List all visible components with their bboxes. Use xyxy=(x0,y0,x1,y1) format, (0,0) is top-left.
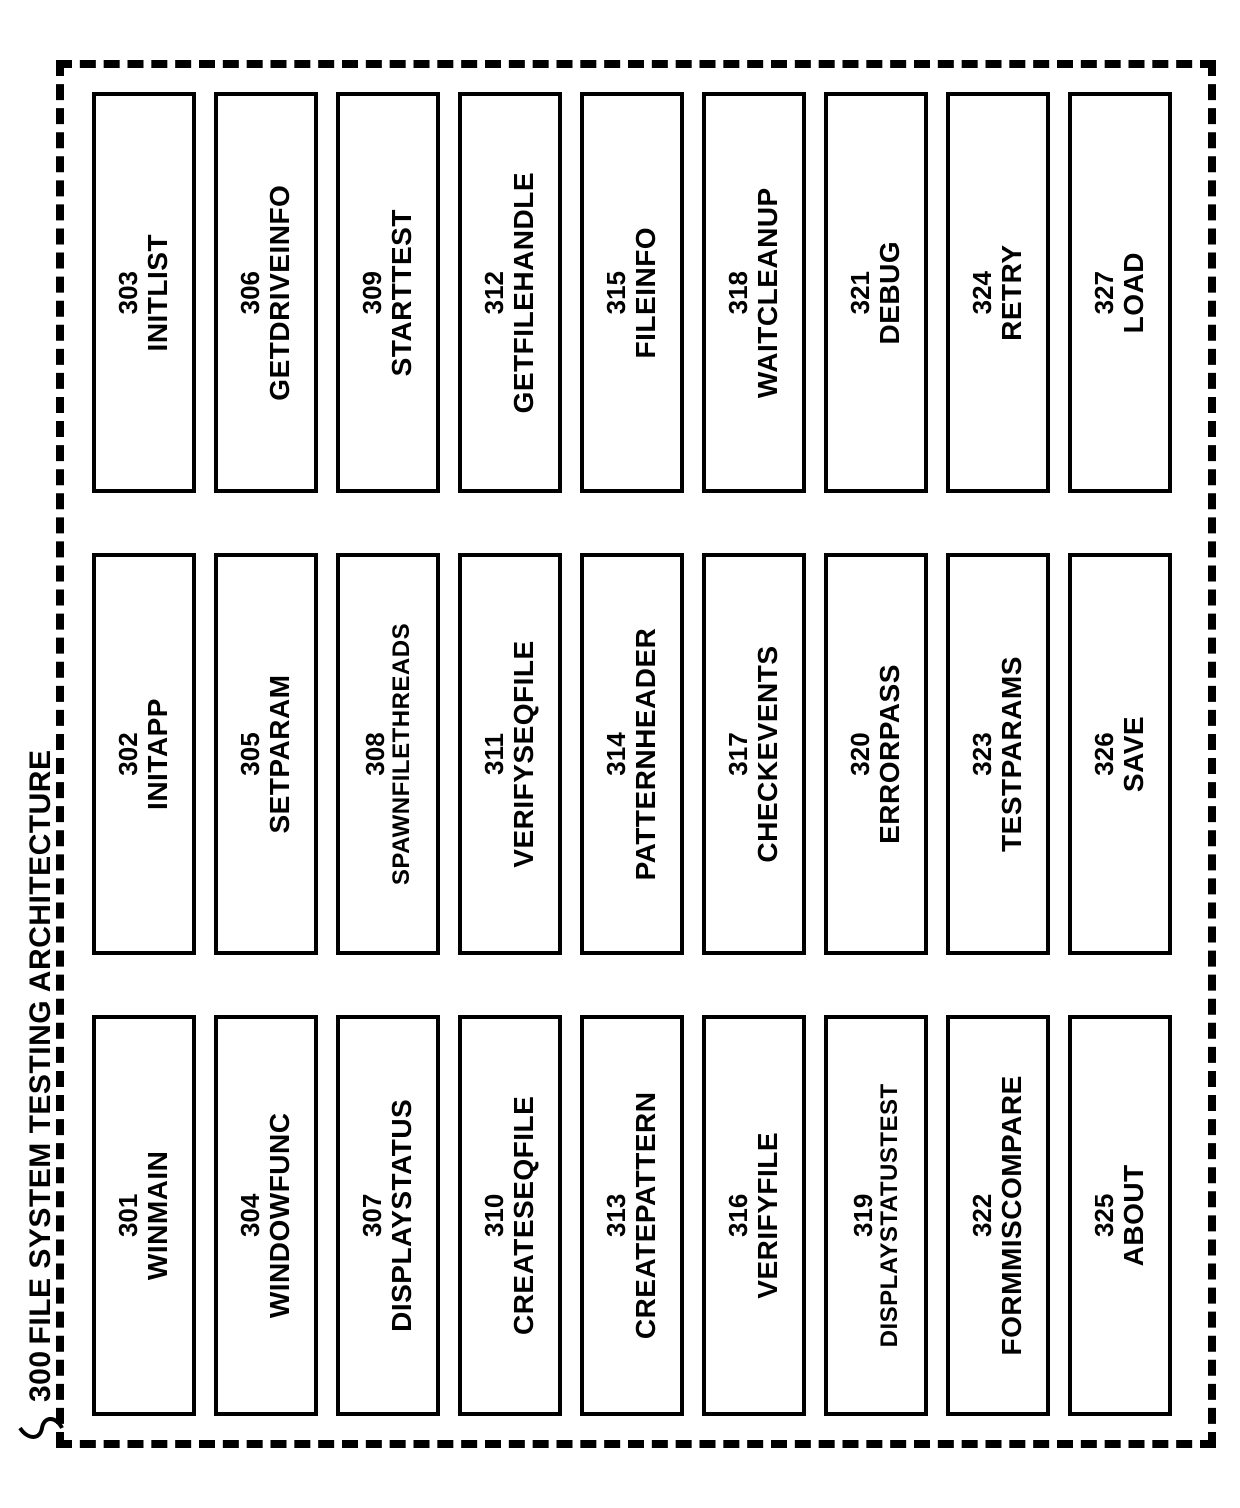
module-number: 313 xyxy=(602,1194,631,1237)
module-box: 313CREATEPATTERN xyxy=(580,1015,684,1416)
module-box: 326SAVE xyxy=(1068,553,1172,954)
module-label: STARTTEST xyxy=(387,209,418,376)
module-number: 323 xyxy=(968,732,997,775)
module-number: 325 xyxy=(1090,1194,1119,1237)
module-box: 308SPAWNFILETHREADS xyxy=(336,553,440,954)
module-label: WINDOWFUNC xyxy=(265,1113,296,1319)
module-number: 315 xyxy=(602,271,631,314)
module-label: INITLIST xyxy=(143,234,174,352)
module-box: 318WAITCLEANUP xyxy=(702,92,806,493)
column-2: 302INITAPP305SETPARAM308SPAWNFILETHREADS… xyxy=(92,553,1172,954)
module-label: WAITCLEANUP xyxy=(753,187,784,398)
module-number: 314 xyxy=(602,732,631,775)
module-box: 303INITLIST xyxy=(92,92,196,493)
diagram-canvas: 300 FILE SYSTEM TESTING ARCHITECTURE 301… xyxy=(0,0,1240,1508)
module-label: TESTPARAMS xyxy=(997,656,1028,852)
module-box: 327LOAD xyxy=(1068,92,1172,493)
module-box: 322FORMMISCOMPARE xyxy=(946,1015,1050,1416)
module-number: 309 xyxy=(358,271,387,314)
module-label: ERRORPASS xyxy=(875,664,906,844)
module-label: VERIFYSEQFILE xyxy=(509,640,540,867)
diagram-title: FILE SYSTEM TESTING ARCHITECTURE xyxy=(24,750,58,1345)
module-number: 327 xyxy=(1090,271,1119,314)
module-box: 301WINMAIN xyxy=(92,1015,196,1416)
rotated-stage: 300 FILE SYSTEM TESTING ARCHITECTURE 301… xyxy=(0,0,1240,1508)
module-box: 305SETPARAM xyxy=(214,553,318,954)
module-box: 321DEBUG xyxy=(824,92,928,493)
module-label: FORMMISCOMPARE xyxy=(997,1075,1028,1355)
module-number: 316 xyxy=(724,1194,753,1237)
module-number: 322 xyxy=(968,1194,997,1237)
module-box: 312GETFILEHANDLE xyxy=(458,92,562,493)
module-label: LOAD xyxy=(1119,252,1150,333)
module-box: 323TESTPARAMS xyxy=(946,553,1050,954)
module-number: 301 xyxy=(114,1194,143,1237)
module-box: 302INITAPP xyxy=(92,553,196,954)
column-3: 303INITLIST306GETDRIVEINFO309STARTTEST31… xyxy=(92,92,1172,493)
module-box: 311VERIFYSEQFILE xyxy=(458,553,562,954)
module-number: 312 xyxy=(480,271,509,314)
module-number: 317 xyxy=(724,732,753,775)
module-number: 302 xyxy=(114,732,143,775)
module-number: 324 xyxy=(968,271,997,314)
module-label: GETFILEHANDLE xyxy=(509,172,540,413)
module-number: 308 xyxy=(361,732,390,775)
module-label: INITAPP xyxy=(143,698,174,810)
module-number: 305 xyxy=(236,732,265,775)
module-label: CHECKEVENTS xyxy=(753,645,784,862)
module-number: 307 xyxy=(358,1194,387,1237)
module-box: 304WINDOWFUNC xyxy=(214,1015,318,1416)
module-number: 311 xyxy=(480,733,509,775)
module-box: 319DISPLAYSTATUSTEST xyxy=(824,1015,928,1416)
module-box: 310CREATESEQFILE xyxy=(458,1015,562,1416)
module-label: DISPLAYSTATUSTEST xyxy=(877,1083,903,1347)
module-label: DISPLAYSTATUS xyxy=(387,1099,418,1332)
module-label: SPAWNFILETHREADS xyxy=(389,623,415,885)
module-label: SAVE xyxy=(1119,716,1150,792)
module-number: 319 xyxy=(849,1194,878,1237)
module-number: 318 xyxy=(724,271,753,314)
module-label: ABOUT xyxy=(1119,1164,1150,1266)
module-label: PATTERNHEADER xyxy=(631,628,662,881)
module-box: 306GETDRIVEINFO xyxy=(214,92,318,493)
module-number: 326 xyxy=(1090,732,1119,775)
module-number: 303 xyxy=(114,271,143,314)
column-1: 301WINMAIN304WINDOWFUNC307DISPLAYSTATUS3… xyxy=(92,1015,1172,1416)
module-number: 304 xyxy=(236,1194,265,1237)
module-box: 324RETRY xyxy=(946,92,1050,493)
module-box: 309STARTTEST xyxy=(336,92,440,493)
module-box: 317CHECKEVENTS xyxy=(702,553,806,954)
module-box: 315FILEINFO xyxy=(580,92,684,493)
module-label: SETPARAM xyxy=(265,674,296,833)
module-label: CREATEPATTERN xyxy=(631,1092,662,1340)
module-label: CREATESEQFILE xyxy=(509,1096,540,1335)
module-label: VERIFYFILE xyxy=(753,1132,784,1299)
module-box: 325ABOUT xyxy=(1068,1015,1172,1416)
module-label: WINMAIN xyxy=(143,1151,174,1280)
module-number: 321 xyxy=(846,271,875,314)
module-number: 306 xyxy=(236,271,265,314)
module-label: DEBUG xyxy=(875,241,906,345)
module-label: FILEINFO xyxy=(631,227,662,359)
columns-container: 301WINMAIN304WINDOWFUNC307DISPLAYSTATUS3… xyxy=(92,92,1180,1416)
module-box: 316VERIFYFILE xyxy=(702,1015,806,1416)
module-number: 310 xyxy=(480,1194,509,1237)
module-box: 314PATTERNHEADER xyxy=(580,553,684,954)
module-label: RETRY xyxy=(997,245,1028,341)
module-number: 320 xyxy=(846,732,875,775)
module-box: 307DISPLAYSTATUS xyxy=(336,1015,440,1416)
diagram-title-prefix: 300 xyxy=(24,1350,58,1402)
architecture-container: 301WINMAIN304WINDOWFUNC307DISPLAYSTATUS3… xyxy=(56,60,1216,1448)
module-label: GETDRIVEINFO xyxy=(265,185,296,401)
module-box: 320ERRORPASS xyxy=(824,553,928,954)
